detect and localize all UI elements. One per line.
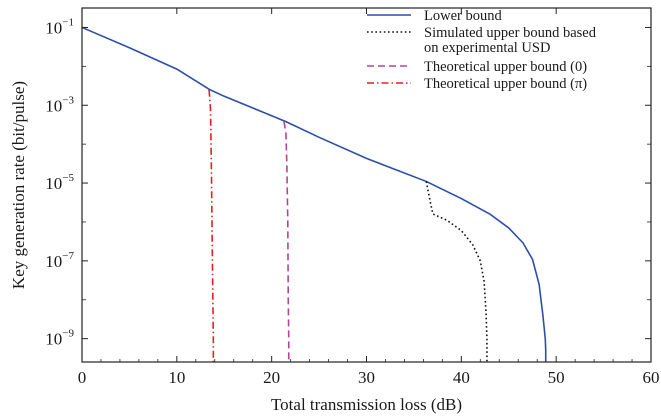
ticks-layer: 0 10 20 30 40 50 60 10−1 10−3 10−5 10−7 10−9 [45, 8, 660, 387]
x-tick-label: 30 [358, 368, 375, 387]
y-tick-label: 10−1 [45, 16, 74, 37]
y-axis-label: Key generation rate (bit/pulse) [9, 81, 28, 289]
x-tick-label: 20 [263, 368, 280, 387]
series-layer [81, 26, 547, 362]
series-line-2 [283, 121, 290, 362]
legend-label-0: Lower bound [424, 8, 502, 24]
x-tick-label: 10 [168, 368, 185, 387]
x-tick-label: 60 [643, 368, 660, 387]
y-tick-label: 10−7 [45, 250, 74, 271]
series-line-0 [81, 26, 547, 362]
y-tick-label: 10−9 [45, 328, 74, 349]
x-tick-label: 40 [453, 368, 470, 387]
y-tick-label: 10−5 [45, 172, 74, 193]
legend-label-3: Theoretical upper bound (π) [424, 76, 587, 92]
x-tick-label: 50 [548, 368, 565, 387]
y-tick-label: 10−3 [45, 94, 74, 115]
series-line-3 [208, 89, 215, 362]
series-line-1 [425, 181, 488, 362]
legend-label-1: Simulated upper bound based on experiment… [424, 25, 597, 56]
x-axis-label: Total transmission loss (dB) [271, 395, 462, 414]
x-tick-label: 0 [78, 368, 87, 387]
legend-label-2: Theoretical upper bound (0) [424, 59, 587, 75]
